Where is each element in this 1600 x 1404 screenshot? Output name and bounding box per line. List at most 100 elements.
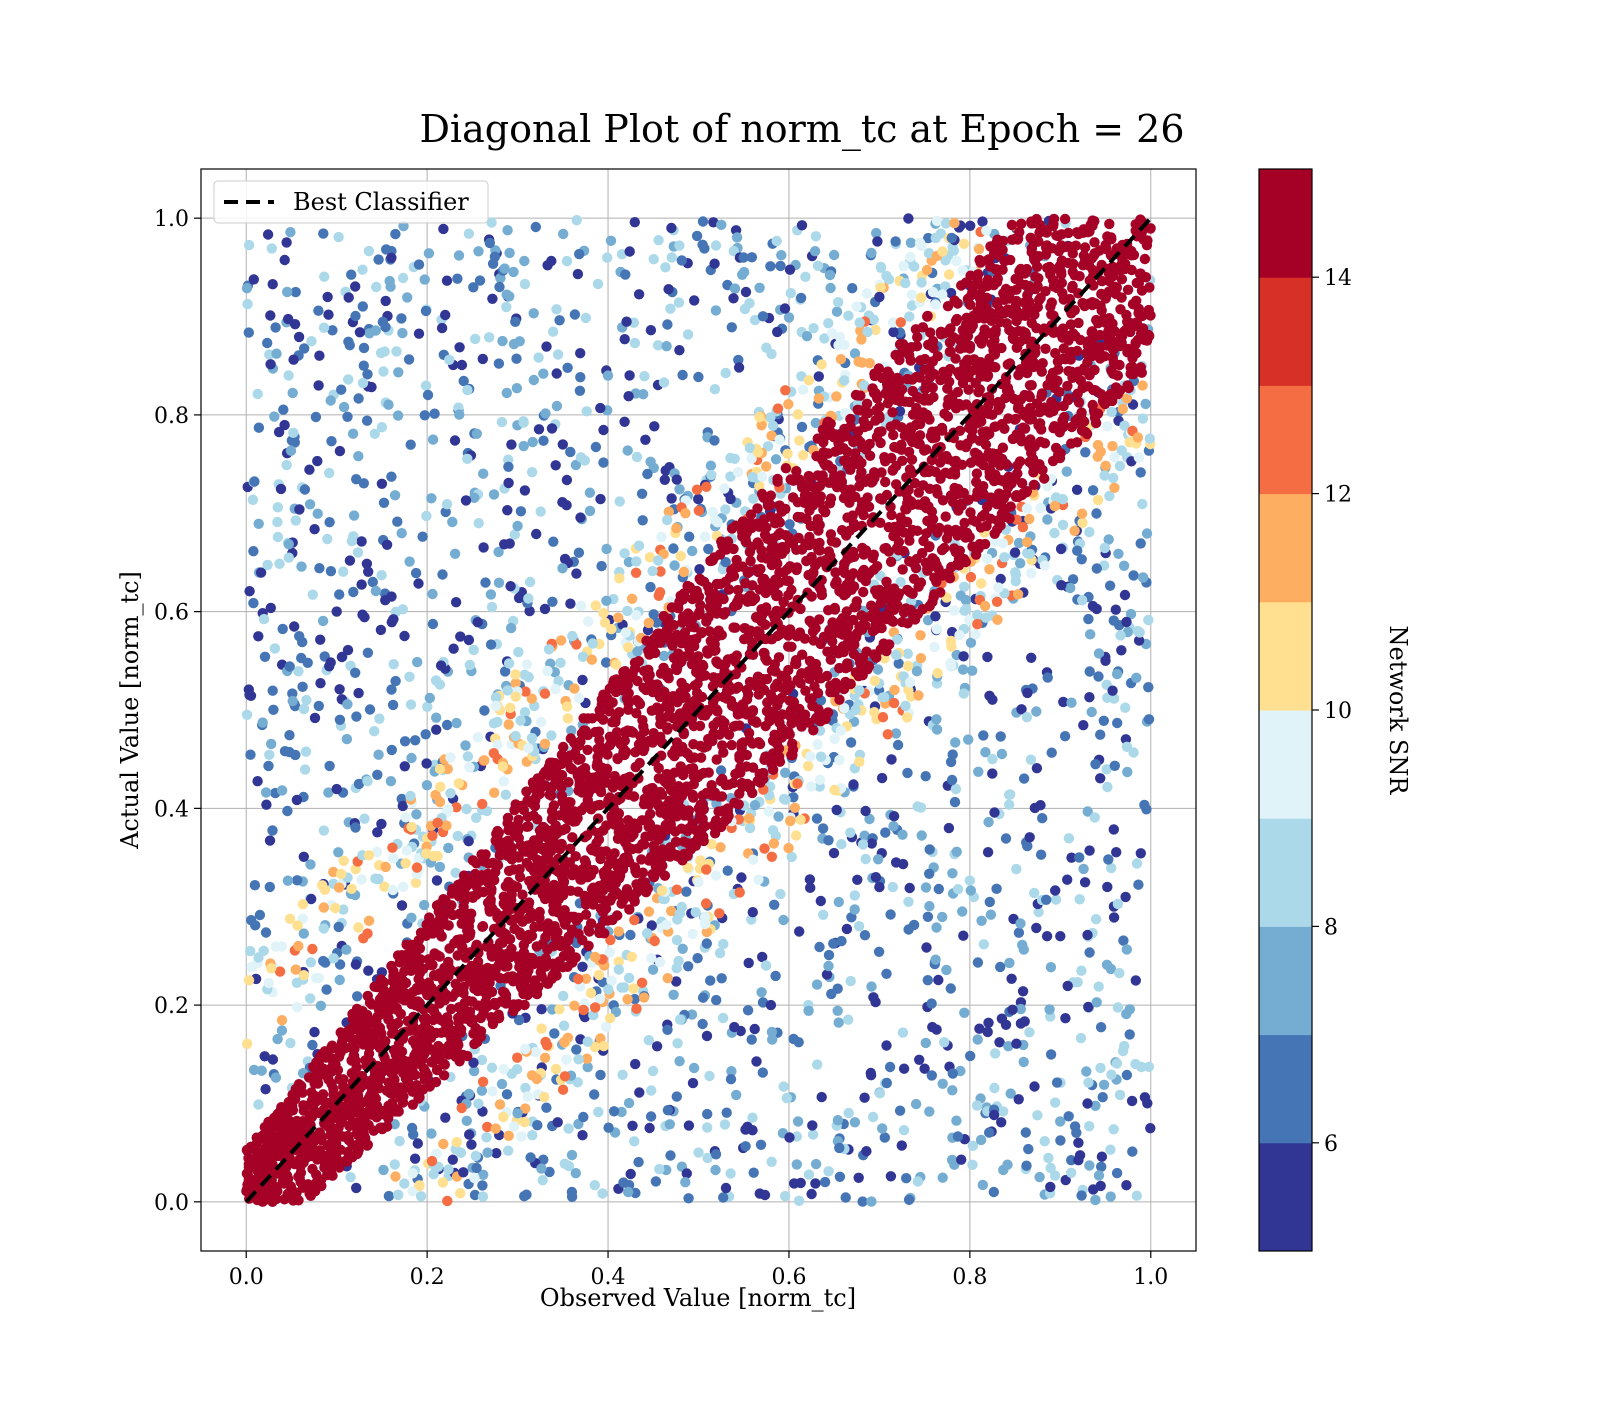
scatter-point <box>1046 1049 1056 1059</box>
scatter-point <box>1084 845 1094 855</box>
scatter-point <box>834 755 844 765</box>
scatter-point <box>900 278 910 288</box>
scatter-point <box>735 887 745 897</box>
scatter-point <box>512 1053 522 1063</box>
scatter-point <box>1044 1004 1054 1014</box>
scatter-point <box>999 552 1009 562</box>
scatter-point <box>273 502 283 512</box>
scatter-point <box>921 771 931 781</box>
scatter-point <box>631 610 641 620</box>
scatter-point <box>846 737 856 747</box>
scatter-point <box>482 1122 492 1132</box>
scatter-point <box>1110 761 1120 771</box>
scatter-point <box>1127 1096 1137 1106</box>
scatter-point <box>983 847 993 857</box>
scatter-point <box>538 436 548 446</box>
scatter-point <box>371 282 381 292</box>
scatter-point <box>663 284 673 294</box>
scatter-point <box>854 685 864 695</box>
scatter-point <box>987 754 997 764</box>
scatter-point <box>510 317 520 327</box>
scatter-point <box>1142 528 1152 538</box>
scatter-point <box>927 1022 937 1032</box>
scatter-point <box>346 884 356 894</box>
scatter-point <box>811 1159 821 1169</box>
scatter-point <box>531 222 541 232</box>
scatter-point <box>1140 1092 1150 1102</box>
scatter-point <box>716 220 726 230</box>
scatter-point <box>1071 1128 1081 1138</box>
scatter-point <box>334 589 344 599</box>
scatter-point <box>388 853 398 863</box>
scatter-point <box>879 638 889 648</box>
scatter-point <box>655 957 665 967</box>
scatter-point <box>260 1084 270 1094</box>
scatter-point <box>411 568 421 578</box>
scatter-point <box>719 483 729 493</box>
scatter-point <box>593 1107 603 1117</box>
scatter-point <box>621 317 631 327</box>
scatter-point <box>1090 1195 1100 1205</box>
scatter-point <box>1077 595 1087 605</box>
scatter-point <box>829 848 839 858</box>
scatter-point <box>992 615 1002 625</box>
scatter-point <box>628 983 638 993</box>
scatter-point <box>909 261 919 271</box>
scatter-point <box>413 578 423 588</box>
scatter-point <box>985 897 995 907</box>
scatter-point <box>350 668 360 678</box>
scatter-point <box>598 425 608 435</box>
scatter-point <box>250 920 260 930</box>
scatter-point <box>502 388 512 398</box>
scatter-point <box>473 246 483 256</box>
scatter-point <box>469 1173 479 1183</box>
scatter-point <box>590 1180 600 1190</box>
scatter-point <box>775 261 785 271</box>
scatter-point <box>675 908 685 918</box>
scatter-point <box>792 778 802 788</box>
scatter-point <box>1136 848 1146 858</box>
scatter-point <box>1084 1121 1094 1131</box>
scatter-point <box>541 1103 551 1113</box>
scatter-point <box>349 510 359 520</box>
scatter-point <box>242 710 252 720</box>
scatter-point <box>674 345 684 355</box>
scatter-point <box>497 1079 507 1089</box>
scatter-point <box>499 776 509 786</box>
scatter-point <box>923 975 933 985</box>
scatter-point <box>474 518 484 528</box>
scatter-point <box>740 304 750 314</box>
scatter-point <box>976 916 986 926</box>
scatter-point <box>1060 214 1070 224</box>
scatter-point <box>373 874 383 884</box>
scatter-point <box>504 248 514 258</box>
scatter-point <box>299 852 309 862</box>
scatter-point <box>1113 1002 1123 1012</box>
scatter-point <box>294 504 304 514</box>
scatter-point <box>669 560 679 570</box>
scatter-point <box>541 341 551 351</box>
scatter-point <box>714 908 724 918</box>
scatter-point <box>1094 981 1104 991</box>
scatter-point <box>479 755 489 765</box>
scatter-point <box>402 292 412 302</box>
scatter-point <box>358 378 368 388</box>
scatter-point <box>642 469 652 479</box>
scatter-point <box>301 747 311 757</box>
scatter-point <box>905 883 915 893</box>
scatter-point <box>411 878 421 888</box>
scatter-point <box>1096 1162 1106 1172</box>
scatter-point <box>1095 1063 1105 1073</box>
scatter-point <box>915 238 925 248</box>
scatter-point <box>1039 473 1049 483</box>
scatter-point <box>1103 854 1113 864</box>
scatter-point <box>381 862 391 872</box>
scatter-point <box>634 289 644 299</box>
scatter-point <box>625 246 635 256</box>
scatter-point <box>388 700 398 710</box>
scatter-point <box>665 304 675 314</box>
scatter-point <box>504 1131 514 1141</box>
scatter-point <box>319 923 329 933</box>
scatter-point <box>930 299 940 309</box>
scatter-point <box>823 1166 833 1176</box>
